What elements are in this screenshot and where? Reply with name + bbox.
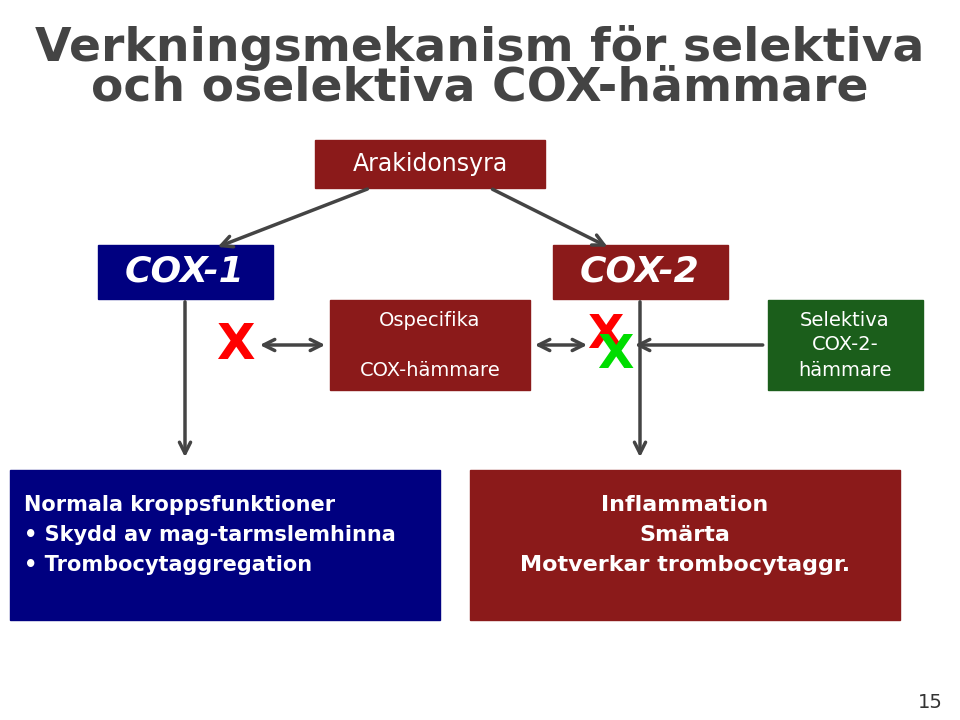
Text: Selektiva
COX-2-
hämmare: Selektiva COX-2- hämmare — [799, 310, 892, 379]
FancyBboxPatch shape — [315, 140, 545, 188]
Text: X: X — [597, 333, 634, 377]
Text: Inflammation
Smärta
Motverkar trombocytaggr.: Inflammation Smärta Motverkar trombocyta… — [520, 495, 850, 575]
FancyBboxPatch shape — [470, 470, 900, 620]
FancyBboxPatch shape — [553, 245, 728, 299]
FancyBboxPatch shape — [330, 300, 530, 390]
FancyBboxPatch shape — [767, 300, 923, 390]
Text: Verkningsmekanism för selektiva: Verkningsmekanism för selektiva — [36, 25, 924, 71]
Text: Arakidonsyra: Arakidonsyra — [352, 152, 508, 176]
Text: X: X — [587, 312, 623, 358]
FancyBboxPatch shape — [10, 470, 440, 620]
Text: COX-1: COX-1 — [125, 255, 245, 289]
FancyBboxPatch shape — [98, 245, 273, 299]
Text: och oselektiva COX-hämmare: och oselektiva COX-hämmare — [91, 66, 869, 110]
Text: Ospecifika

COX-hämmare: Ospecifika COX-hämmare — [360, 310, 500, 379]
Text: 15: 15 — [918, 693, 943, 711]
Text: COX-2: COX-2 — [580, 255, 700, 289]
Text: X: X — [216, 321, 254, 369]
Text: Normala kroppsfunktioner
• Skydd av mag-tarmslemhinna
• Trombocytaggregation: Normala kroppsfunktioner • Skydd av mag-… — [24, 495, 396, 575]
